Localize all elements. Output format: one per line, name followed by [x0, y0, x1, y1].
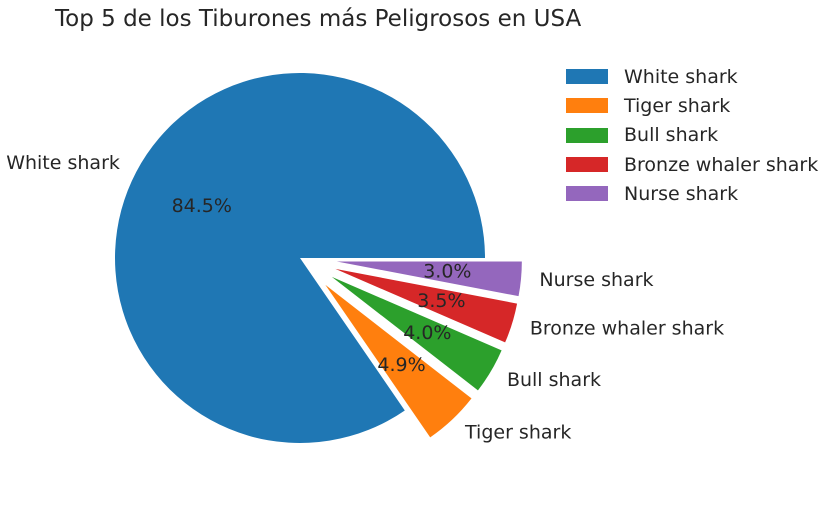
legend-swatch — [566, 186, 608, 202]
slice-label-tiger-shark: Tiger shark — [464, 421, 571, 443]
slice-percent-tiger-shark: 4.9% — [377, 354, 425, 376]
legend-item-bronze-whaler-shark: Bronze whaler shark — [566, 150, 818, 179]
legend-swatch — [566, 69, 608, 85]
legend-label: Bronze whaler shark — [624, 153, 819, 176]
legend-label: White shark — [624, 65, 738, 88]
legend-label: Bull shark — [624, 124, 719, 147]
legend-label: Nurse shark — [624, 182, 739, 205]
slice-label-nurse-shark: Nurse shark — [539, 269, 653, 291]
pie-slice-nurse-shark — [336, 261, 522, 297]
slice-label-white-shark: White shark — [6, 152, 120, 174]
slice-percent-bull-shark: 4.0% — [403, 322, 451, 344]
legend-item-white-shark: White shark — [566, 62, 818, 91]
chart-legend: White shark Tiger shark Bull shark Bronze w… — [566, 62, 818, 208]
legend-swatch — [566, 98, 608, 114]
chart-title: Top 5 de los Tiburones más Peligrosos en… — [55, 6, 582, 32]
slice-percent-bronze-whaler-shark: 3.5% — [417, 290, 465, 312]
slice-percent-white-shark: 84.5% — [172, 195, 232, 217]
slice-label-bull-shark: Bull shark — [507, 369, 601, 391]
slice-percent-nurse-shark: 3.0% — [423, 260, 471, 282]
legend-item-bull-shark: Bull shark — [566, 121, 818, 150]
pie-slice-bull-shark — [331, 276, 502, 391]
legend-item-nurse-shark: Nurse shark — [566, 179, 818, 208]
legend-swatch — [566, 157, 608, 173]
pie-slice-tiger-shark — [325, 284, 472, 438]
pie-slice-white-shark — [114, 73, 485, 444]
pie-slice-bronze-whaler-shark — [335, 268, 518, 343]
legend-item-tiger-shark: Tiger shark — [566, 91, 818, 120]
legend-swatch — [566, 127, 608, 143]
legend-label: Tiger shark — [624, 94, 731, 117]
slice-label-bronze-whaler-shark: Bronze whaler shark — [530, 317, 724, 339]
